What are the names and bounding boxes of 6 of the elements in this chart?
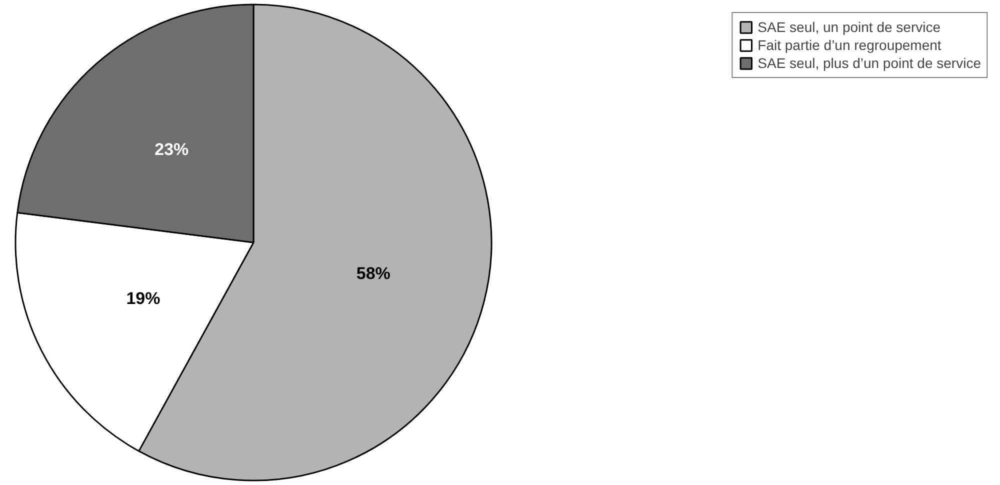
- legend-label: SAE seul, un point de service: [758, 19, 941, 35]
- legend-label: SAE seul, plus d’un point de service: [758, 55, 981, 71]
- data-label: 19%: [126, 289, 160, 308]
- legend-label: Fait partie d’un regroupement: [758, 37, 942, 53]
- data-label: 58%: [356, 264, 390, 283]
- data-label: 23%: [154, 140, 189, 160]
